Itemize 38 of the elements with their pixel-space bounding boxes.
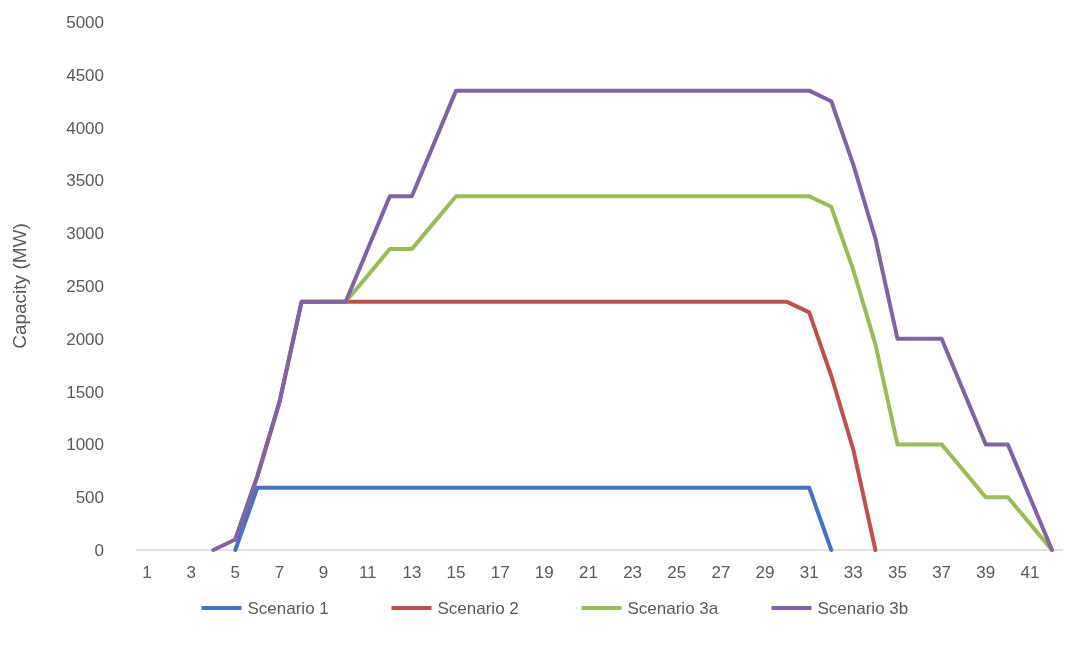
x-tick-label: 23 <box>623 563 643 582</box>
x-tick-label: 9 <box>318 563 329 582</box>
x-tick-label: 13 <box>402 563 422 582</box>
x-tick-label: 31 <box>799 563 819 582</box>
y-tick-label: 3500 <box>66 171 104 191</box>
y-tick-label: 1000 <box>66 435 104 455</box>
x-tick-label: 37 <box>932 563 952 582</box>
x-tick-label: 7 <box>274 563 285 582</box>
x-tick-label: 25 <box>667 563 687 582</box>
x-tick-label: 27 <box>711 563 731 582</box>
x-tick-label: 35 <box>888 563 907 582</box>
x-tick-label: 29 <box>755 563 775 582</box>
y-tick-label: 5000 <box>66 12 104 32</box>
y-tick-label: 2000 <box>66 329 104 349</box>
legend-label: Scenario 3b <box>817 598 909 618</box>
y-axis-title: Capacity (MW) <box>9 223 30 349</box>
x-tick-label: 21 <box>579 563 598 582</box>
line-series <box>211 88 1054 552</box>
legend-label: Scenario 2 <box>437 598 519 618</box>
y-tick-label: 4000 <box>66 118 104 138</box>
y-tick-label: 4500 <box>66 65 104 85</box>
legend-label: Scenario 3a <box>627 598 719 618</box>
x-tick-label: 15 <box>446 563 466 582</box>
y-tick-label: 2500 <box>66 276 104 296</box>
y-tick-label: 3000 <box>66 224 104 244</box>
x-tick-label: 3 <box>186 563 196 582</box>
y-tick-label: 500 <box>75 488 104 508</box>
x-tick-label: 17 <box>490 563 510 582</box>
y-tick-label: 1500 <box>66 382 104 402</box>
x-tick-label: 39 <box>976 563 996 582</box>
x-tick-label: 1 <box>142 563 152 582</box>
x-tick-label: 41 <box>1020 563 1040 582</box>
x-tick-label: 5 <box>230 563 241 582</box>
y-tick-label: 0 <box>94 540 104 560</box>
x-tick-label: 33 <box>843 563 863 582</box>
x-tick-label: 11 <box>358 563 377 582</box>
x-tick-label: 19 <box>534 563 554 582</box>
legend-label: Scenario 1 <box>247 598 329 618</box>
